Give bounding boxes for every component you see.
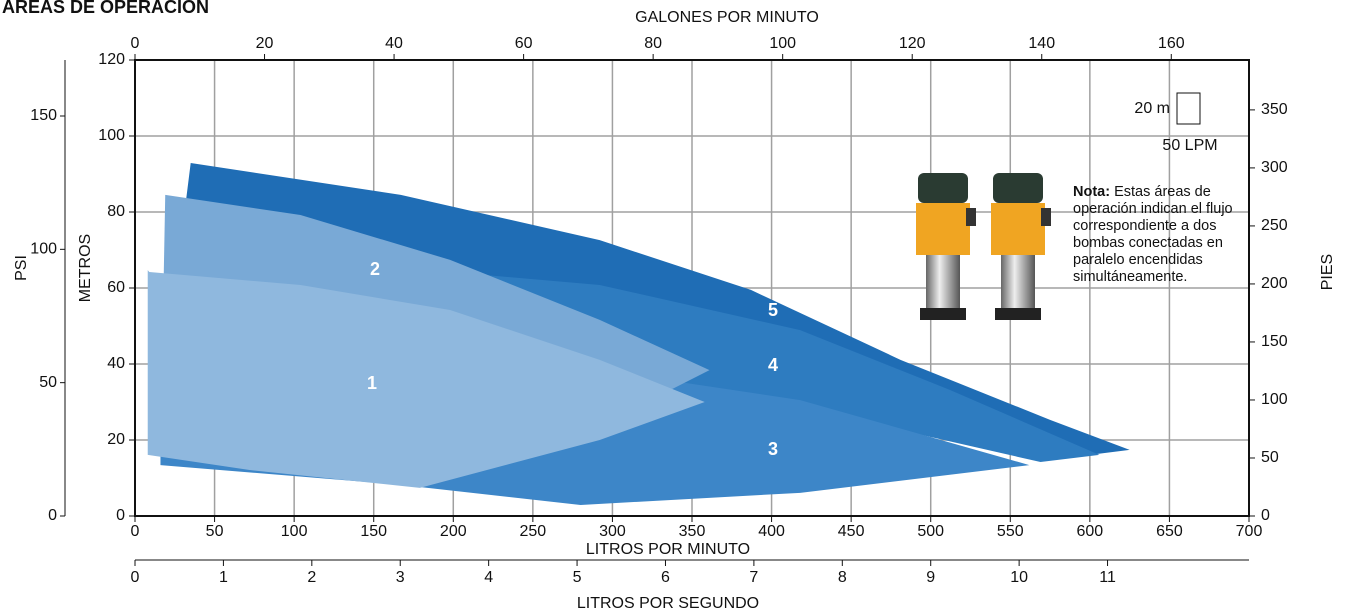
y-tick-label: 120 [98, 51, 125, 68]
y-tick-label: 0 [116, 507, 125, 524]
x2-tick-label: 20 [256, 35, 274, 52]
x-axis-title: LITROS POR MINUTO [586, 541, 750, 558]
note-text: Estas áreas de operación indican el fluj… [1073, 184, 1233, 285]
y-tick-label: 80 [107, 203, 125, 220]
scale-width-label: 50 LPM [1162, 137, 1217, 154]
y3-tick-label: 100 [30, 241, 57, 258]
note: Nota: Estas áreas de operación indican e… [1073, 184, 1243, 286]
x3-tick-label: 3 [396, 569, 405, 586]
y3-tick-label: 0 [48, 507, 57, 524]
x3-axis-title: LITROS POR SEGUNDO [577, 595, 759, 612]
x-tick-label: 600 [1077, 523, 1104, 540]
y3-tick-label: 150 [30, 107, 57, 124]
x2-tick-label: 120 [899, 35, 926, 52]
y-tick-label: 60 [107, 279, 125, 296]
x3-tick-label: 0 [131, 569, 140, 586]
x3-tick-label: 11 [1099, 569, 1116, 586]
scale-box [1176, 92, 1201, 125]
y-tick-label: 20 [107, 431, 125, 448]
x-tick-label: 400 [758, 523, 785, 540]
x3-tick-label: 8 [838, 569, 847, 586]
y2-axis-title: PIES [1319, 254, 1336, 290]
x-tick-label: 500 [917, 523, 944, 540]
x3-tick-label: 1 [219, 569, 228, 586]
y-tick-label: 100 [98, 127, 125, 144]
area [429, 270, 1100, 463]
x3-tick-label: 5 [573, 569, 582, 586]
x3-tick-label: 10 [1010, 569, 1028, 586]
x-tick-label: 100 [281, 523, 308, 540]
y2-tick-label: 0 [1261, 507, 1270, 524]
y2-tick-label: 200 [1261, 275, 1288, 292]
x-tick-label: 150 [360, 523, 387, 540]
area-label: 4 [768, 355, 778, 375]
chart-title: ÁREAS DE OPERACIÓN [2, 0, 209, 17]
x-tick-label: 650 [1156, 523, 1183, 540]
x-tick-label: 450 [838, 523, 865, 540]
x2-tick-label: 140 [1028, 35, 1055, 52]
x-tick-label: 250 [520, 523, 547, 540]
x2-tick-label: 80 [644, 35, 662, 52]
y-tick-label: 40 [107, 355, 125, 372]
x-tick-label: 300 [599, 523, 626, 540]
area-label: 2 [370, 259, 380, 279]
x3-tick-label: 9 [926, 569, 935, 586]
scale-height-label: 20 m [1134, 100, 1170, 117]
y2-tick-label: 50 [1261, 449, 1279, 466]
area [147, 270, 705, 488]
y-axis-title: METROS [77, 234, 94, 302]
y2-tick-label: 300 [1261, 159, 1288, 176]
x-tick-label: 200 [440, 523, 467, 540]
x-tick-label: 700 [1236, 523, 1263, 540]
area-label: 1 [367, 373, 377, 393]
x3-tick-label: 2 [307, 569, 316, 586]
x2-tick-label: 60 [515, 35, 533, 52]
x2-axis-title: GALONES POR MINUTO [635, 9, 819, 26]
area-label: 5 [768, 300, 778, 320]
x-tick-label: 350 [679, 523, 706, 540]
y2-tick-label: 150 [1261, 333, 1288, 350]
area-label: 3 [768, 439, 778, 459]
x3-tick-label: 4 [484, 569, 493, 586]
x3-tick-label: 6 [661, 569, 670, 586]
x2-tick-label: 0 [131, 35, 140, 52]
y3-axis-title: PSI [13, 255, 30, 281]
x2-tick-label: 100 [769, 35, 796, 52]
y2-tick-label: 350 [1261, 101, 1288, 118]
y2-tick-label: 100 [1261, 391, 1288, 408]
x2-tick-label: 160 [1158, 35, 1185, 52]
x-tick-label: 0 [131, 523, 140, 540]
y2-tick-label: 250 [1261, 217, 1288, 234]
x3-tick-label: 7 [749, 569, 758, 586]
y3-tick-label: 50 [39, 374, 57, 391]
x-tick-label: 550 [997, 523, 1024, 540]
note-heading: Nota: [1073, 184, 1111, 200]
x2-tick-label: 40 [385, 35, 403, 52]
pumps [916, 173, 1051, 320]
x-tick-label: 50 [206, 523, 224, 540]
